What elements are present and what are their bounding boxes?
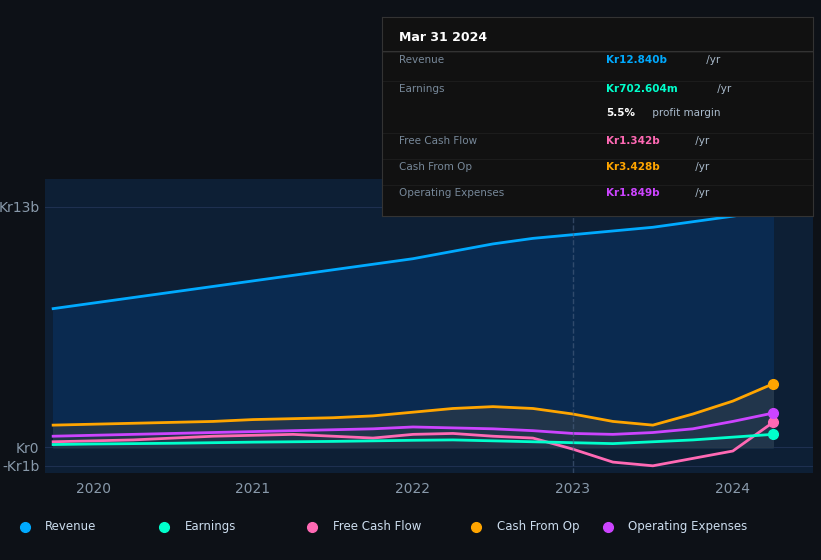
- Text: Operating Expenses: Operating Expenses: [399, 188, 504, 198]
- Text: Mar 31 2024: Mar 31 2024: [399, 31, 487, 44]
- Text: Revenue: Revenue: [45, 520, 97, 533]
- Text: Revenue: Revenue: [399, 54, 444, 64]
- Text: Kr1.342b: Kr1.342b: [606, 136, 659, 146]
- Text: Operating Expenses: Operating Expenses: [628, 520, 747, 533]
- Text: /yr: /yr: [703, 54, 720, 64]
- Text: Free Cash Flow: Free Cash Flow: [399, 136, 477, 146]
- Text: /yr: /yr: [692, 188, 709, 198]
- Text: Cash From Op: Cash From Op: [497, 520, 579, 533]
- Text: Earnings: Earnings: [185, 520, 236, 533]
- Text: Kr3.428b: Kr3.428b: [606, 162, 659, 172]
- Text: Free Cash Flow: Free Cash Flow: [333, 520, 421, 533]
- Text: Kr1.849b: Kr1.849b: [606, 188, 659, 198]
- Text: /yr: /yr: [713, 85, 731, 94]
- Text: 5.5%: 5.5%: [606, 108, 635, 118]
- Text: profit margin: profit margin: [649, 108, 721, 118]
- Text: Earnings: Earnings: [399, 85, 444, 94]
- Text: Kr12.840b: Kr12.840b: [606, 54, 667, 64]
- Text: /yr: /yr: [692, 136, 709, 146]
- Text: Cash From Op: Cash From Op: [399, 162, 472, 172]
- Text: /yr: /yr: [692, 162, 709, 172]
- Text: Kr702.604m: Kr702.604m: [606, 85, 677, 94]
